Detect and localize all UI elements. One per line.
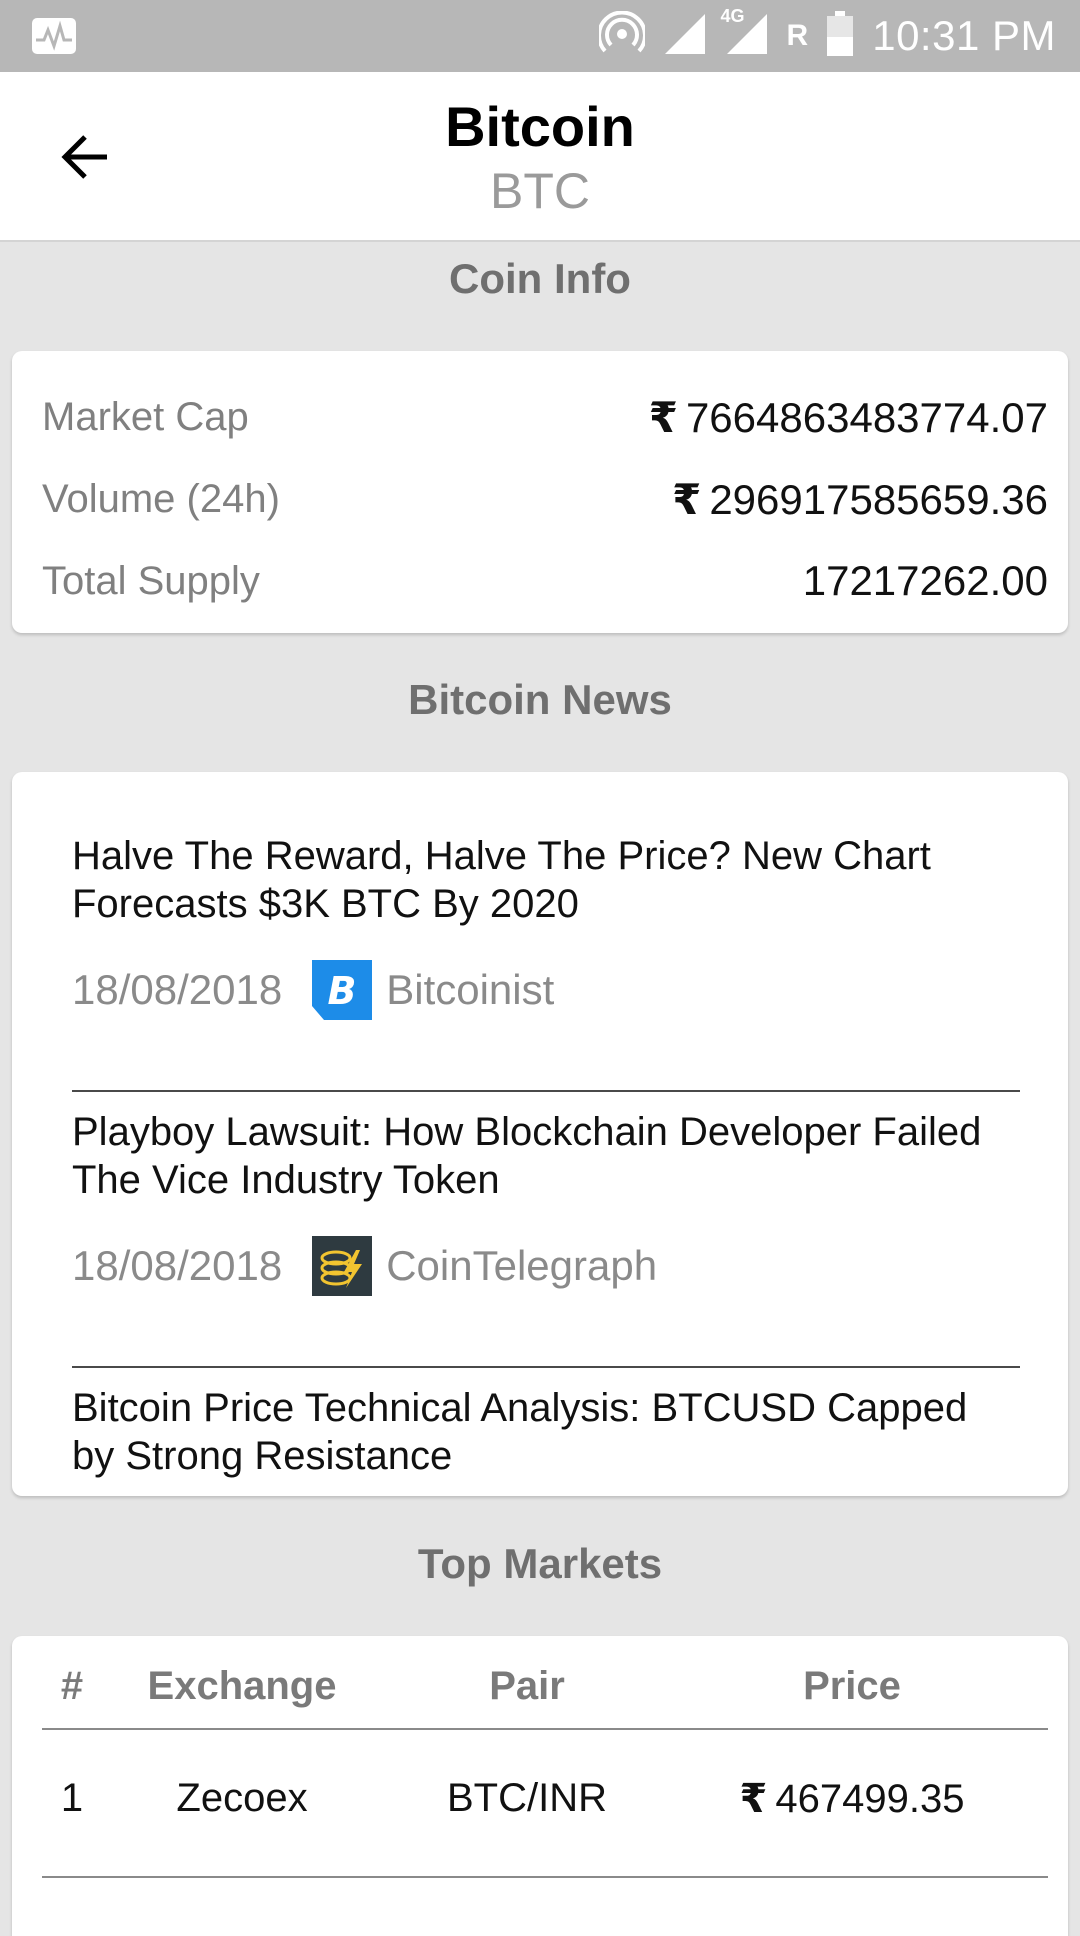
market-cap-label: Market Cap [42, 394, 249, 439]
arrow-back-icon [61, 135, 107, 179]
network-signal-icon: 4G [721, 6, 769, 61]
market-rank: 1 [60, 1776, 84, 1820]
news-date: 18/08/2018 [72, 1242, 283, 1289]
volume-row: Volume (24h) ₹296917585659.36 [42, 469, 1048, 529]
roaming-indicator: R [786, 19, 809, 52]
divider [42, 1876, 1048, 1878]
market-pair: BTC/INR [447, 1776, 607, 1820]
bitcoinist-logo-icon: B [312, 960, 373, 1020]
col-price: Price [803, 1664, 901, 1708]
market-cap-value: ₹7664863483774.07 [648, 393, 1048, 441]
network-type-label: 4G [720, 5, 745, 26]
news-title: Bitcoin Price Technical Analysis: BTCUSD… [72, 1386, 968, 1478]
cointelegraph-logo-icon [312, 1236, 373, 1296]
hotspot-icon [596, 10, 647, 62]
volume-value: ₹296917585659.36 [672, 475, 1048, 523]
rupee-icon: ₹ [739, 1777, 768, 1821]
news-card: Halve The Reward, Halve The Price? New C… [12, 772, 1068, 1496]
news-date: 18/08/2018 [72, 966, 283, 1013]
news-source: Bitcoinist [386, 966, 555, 1013]
total-supply-value: 17217262.00 [802, 557, 1048, 604]
news-title: Playboy Lawsuit: How Blockchain Develope… [72, 1110, 982, 1202]
coin-info-card: Market Cap ₹7664863483774.07 Volume (24h… [12, 351, 1068, 633]
market-price: ₹467499.35 [739, 1777, 965, 1821]
news-source: CoinTelegraph [386, 1242, 658, 1289]
markets-table-header: # Exchange Pair Price [42, 1664, 1048, 1724]
activity-icon [30, 16, 80, 56]
rupee-icon: ₹ [648, 393, 678, 441]
col-pair: Pair [489, 1664, 565, 1708]
back-button[interactable] [50, 122, 120, 192]
table-row[interactable]: 1 Zecoex BTC/INR ₹467499.35 [42, 1776, 1048, 1836]
news-item[interactable]: Playboy Lawsuit: How Blockchain Develope… [72, 1108, 1020, 1368]
clock: 10:31 PM [872, 12, 1056, 59]
news-heading: Bitcoin News [408, 676, 672, 723]
page-title: Bitcoin [445, 95, 635, 158]
news-item[interactable]: Halve The Reward, Halve The Price? New C… [72, 832, 1020, 1092]
total-supply-label: Total Supply [42, 558, 260, 603]
divider [72, 1090, 1020, 1092]
news-item[interactable]: Bitcoin Price Technical Analysis: BTCUSD… [72, 1384, 1020, 1496]
divider [72, 1366, 1020, 1368]
svg-text:B: B [328, 969, 357, 1013]
coin-info-heading: Coin Info [449, 255, 631, 302]
app-bar: Bitcoin BTC [0, 72, 1080, 242]
volume-label: Volume (24h) [42, 476, 280, 521]
news-title: Halve The Reward, Halve The Price? New C… [72, 834, 931, 926]
rupee-icon: ₹ [672, 475, 702, 523]
market-exchange: Zecoex [176, 1776, 308, 1820]
coin-symbol: BTC [490, 163, 590, 219]
col-exchange: Exchange [147, 1664, 337, 1708]
market-cap-row: Market Cap ₹7664863483774.07 [42, 387, 1048, 447]
col-rank: # [60, 1664, 84, 1708]
divider [42, 1728, 1048, 1730]
signal-icon [663, 12, 707, 61]
markets-card: # Exchange Pair Price 1 Zecoex BTC/INR ₹… [12, 1636, 1068, 1936]
battery-icon [826, 10, 854, 62]
markets-heading: Top Markets [417, 1540, 663, 1587]
status-bar: 4G R 10:31 PM [0, 0, 1080, 72]
total-supply-row: Total Supply 17217262.00 [42, 551, 1048, 611]
